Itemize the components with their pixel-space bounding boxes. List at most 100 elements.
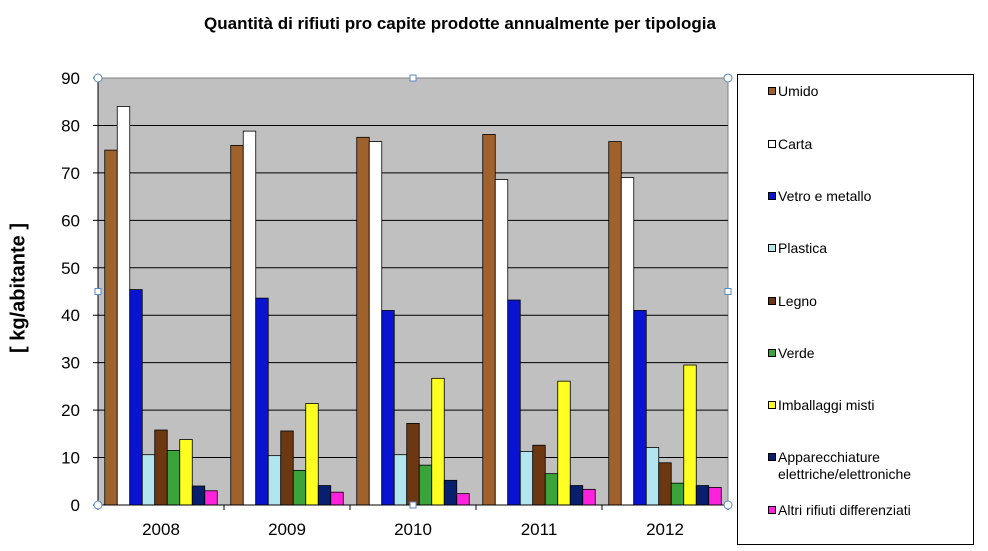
bar-vetro-e-metallo-2010 (381, 310, 395, 506)
y-tick-label: 80 (61, 116, 80, 135)
legend-label: Plastica (778, 240, 828, 256)
bar-plastica-2009 (267, 455, 282, 506)
bar-carta-2012 (620, 177, 635, 506)
y-tick-label: 90 (61, 69, 80, 88)
legend-swatch (768, 401, 776, 409)
legend-label: Imballaggi misti (778, 397, 875, 413)
legend-swatch (768, 297, 776, 305)
bar-vetro-e-metallo-2011 (507, 299, 521, 506)
bar-legno-2009 (280, 430, 294, 506)
tick-labels: 0 10 20 30 40 50 60 70 80 90 2008 2009 2010 2011 2012 (61, 69, 684, 539)
bar-legno-2011 (532, 444, 546, 506)
bar-carta-2009 (242, 130, 257, 506)
resize-handle-side[interactable] (94, 288, 102, 295)
legend-swatch (768, 87, 776, 95)
legend-swatch (768, 244, 776, 252)
legend-item: Altri rifiuti differenziati (768, 502, 973, 519)
legend-item: Apparecchiature elettriche/elettroniche (768, 449, 973, 483)
bar-imballaggi-misti-2012 (683, 364, 697, 506)
bar-altri-rifiuti-differenziati-2011 (582, 488, 596, 506)
legend-item: Verde (768, 345, 973, 362)
bar-legno-2010 (406, 422, 420, 506)
resize-handle-side[interactable] (409, 501, 417, 509)
y-tick-label: 30 (61, 354, 80, 373)
bar-apparecchiature-elettriche-elettroniche-2008 (191, 485, 206, 506)
selection-handles (93, 73, 733, 510)
y-tick-label: 50 (61, 259, 80, 278)
legend-swatch (768, 349, 776, 357)
bar-vetro-e-metallo-2008 (129, 289, 143, 506)
bar-umido-2010 (356, 136, 370, 506)
legend-label: Apparecchiature elettriche/elettroniche (778, 449, 912, 482)
legend: Umido Carta Vetro e metallo Plastica Legno Ve… (737, 74, 974, 545)
legend-label: Verde (778, 345, 815, 361)
bar-carta-2011 (494, 179, 509, 506)
x-tick-label: 2011 (521, 520, 558, 539)
legend-swatch (768, 506, 776, 514)
bar-apparecchiature-elettriche-elettroniche-2011 (569, 485, 584, 506)
legend-label: Legno (778, 293, 817, 309)
bar-apparecchiature-elettriche-elettroniche-2010 (443, 479, 458, 506)
legend-item: Plastica (768, 240, 973, 257)
legend-swatch (768, 140, 776, 148)
resize-handle-corner[interactable] (723, 73, 733, 83)
bar-imballaggi-misti-2008 (179, 439, 193, 506)
bar-verde-2012 (670, 482, 685, 506)
bar-imballaggi-misti-2010 (431, 377, 445, 506)
resize-handle-corner[interactable] (723, 500, 733, 510)
legend-label: Altri rifiuti differenziati (778, 502, 911, 518)
bar-vetro-e-metallo-2012 (633, 310, 647, 506)
bar-imballaggi-misti-2011 (557, 380, 571, 506)
bar-vetro-e-metallo-2009 (255, 297, 269, 506)
resize-handle-corner[interactable] (93, 73, 103, 83)
bar-apparecchiature-elettriche-elettroniche-2012 (695, 485, 710, 506)
legend-label: Umido (778, 83, 819, 99)
y-tick-label: 40 (61, 306, 80, 325)
bar-umido-2009 (230, 144, 244, 506)
bar-legno-2008 (154, 429, 168, 506)
bar-plastica-2012 (645, 447, 660, 506)
y-tick-label: 20 (61, 401, 80, 420)
bar-umido-2008 (104, 149, 118, 506)
legend-item: Vetro e metallo (768, 188, 973, 205)
bar-verde-2011 (544, 473, 559, 506)
bar-altri-rifiuti-differenziati-2012 (708, 487, 722, 506)
legend-label: Vetro e metallo (778, 188, 872, 204)
bar-altri-rifiuti-differenziati-2009 (330, 491, 344, 506)
resize-handle-side[interactable] (724, 288, 732, 295)
resize-handle-side[interactable] (409, 74, 417, 82)
bar-plastica-2011 (519, 450, 534, 506)
bar-verde-2009 (292, 469, 307, 506)
y-tick-label: 70 (61, 164, 80, 183)
legend-swatch (768, 453, 776, 461)
bar-plastica-2008 (141, 454, 156, 506)
legend-item: Umido (768, 83, 973, 100)
legend-item: Carta (768, 136, 973, 153)
x-tick-label: 2008 (142, 520, 180, 539)
x-tick-label: 2010 (394, 520, 432, 539)
bar-imballaggi-misti-2009 (305, 403, 319, 506)
legend-swatch (768, 192, 776, 200)
bar-verde-2008 (166, 450, 181, 506)
legend-item: Imballaggi misti (768, 397, 973, 414)
bar-carta-2010 (368, 141, 383, 506)
bar-verde-2010 (418, 464, 433, 506)
y-tick-label: 0 (71, 496, 80, 515)
bar-plastica-2010 (393, 454, 408, 506)
bar-umido-2012 (608, 141, 622, 506)
legend-label: Carta (778, 136, 813, 152)
y-tick-label: 10 (61, 449, 80, 468)
bar-altri-rifiuti-differenziati-2010 (456, 493, 470, 506)
x-tick-label: 2012 (646, 520, 684, 539)
bar-apparecchiature-elettriche-elettroniche-2009 (317, 485, 332, 506)
y-tick-label: 60 (61, 211, 80, 230)
bar-legno-2012 (658, 462, 672, 506)
legend-item: Legno (768, 293, 973, 310)
bar-altri-rifiuti-differenziati-2008 (204, 490, 218, 506)
resize-handle-corner[interactable] (93, 500, 103, 510)
bar-carta-2008 (116, 106, 131, 506)
x-tick-label: 2009 (268, 520, 306, 539)
bar-umido-2011 (482, 134, 496, 506)
chart-title: Quantità di rifiuti pro capite prodotte … (204, 14, 716, 33)
